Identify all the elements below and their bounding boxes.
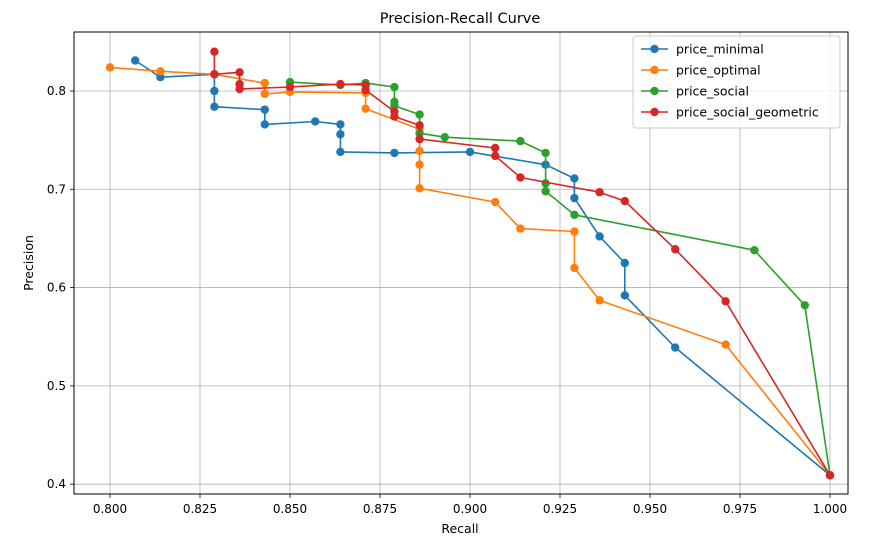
- data-point: [415, 160, 424, 169]
- y-tick-label: 0.6: [47, 281, 66, 295]
- x-tick-label: 0.800: [93, 502, 127, 516]
- data-point: [516, 224, 525, 233]
- data-point: [210, 86, 219, 96]
- data-point: [825, 471, 835, 480]
- y-axis-label: Precision: [21, 235, 36, 291]
- x-tick-label: 0.875: [363, 502, 397, 516]
- data-point: [465, 147, 475, 157]
- data-point: [671, 245, 680, 254]
- data-point: [595, 296, 604, 305]
- data-point: [415, 110, 424, 119]
- data-point: [570, 193, 579, 203]
- data-point: [311, 117, 320, 126]
- ticks: 0.800 0.825 0.850 0.875 0.900 0.925 0.950 0.975…: [47, 84, 847, 516]
- data-point: [336, 79, 345, 89]
- data-point: [156, 73, 165, 82]
- data-point: [541, 187, 550, 196]
- legend-entry: price_social_geometric: [641, 105, 819, 120]
- data-point: [516, 136, 525, 146]
- data-point: [390, 101, 399, 110]
- data-point: [210, 70, 219, 79]
- data-point: [570, 210, 579, 220]
- data-point: [541, 148, 550, 158]
- data-point: [260, 89, 269, 99]
- legend-entry: price_minimal: [641, 42, 764, 57]
- data-point: [361, 104, 370, 113]
- x-tick-label: 0.925: [543, 502, 577, 516]
- data-point: [415, 146, 424, 156]
- data-point: [721, 297, 730, 306]
- legend-entry: price_optimal: [641, 63, 761, 78]
- legend-marker: [650, 86, 659, 96]
- series-price-social: [285, 77, 835, 480]
- data-point: [285, 82, 295, 92]
- data-point: [750, 246, 759, 255]
- data-point: [491, 197, 500, 207]
- data-point: [620, 291, 629, 300]
- data-point: [390, 112, 399, 121]
- data-point: [595, 188, 604, 197]
- x-tick-label: 1.000: [813, 502, 847, 516]
- legend-marker: [650, 44, 659, 54]
- data-point: [570, 227, 579, 236]
- data-point: [491, 151, 500, 161]
- legend-label: price_social_geometric: [676, 105, 819, 120]
- legend-marker: [650, 65, 659, 75]
- chart-title: Precision-Recall Curve: [380, 11, 541, 27]
- x-tick-label: 0.850: [273, 502, 307, 516]
- legend-label: price_social: [676, 84, 749, 99]
- legend-label: price_minimal: [676, 42, 764, 57]
- x-tick-label: 0.900: [453, 502, 487, 516]
- legend: price_minimal price_optimal price_socialpr…: [632, 35, 841, 129]
- data-point: [671, 343, 680, 352]
- data-point: [260, 105, 269, 114]
- data-point: [415, 184, 424, 193]
- y-tick-label: 0.8: [47, 84, 66, 98]
- plot-frame: [73, 31, 849, 495]
- data-point: [156, 67, 165, 76]
- series-price-minimal: [131, 56, 835, 480]
- data-point: [620, 258, 629, 268]
- data-point: [570, 263, 579, 273]
- data-point: [390, 82, 399, 92]
- data-point: [260, 120, 269, 129]
- data-point: [390, 148, 399, 158]
- data-point: [440, 132, 449, 142]
- legend-entry: price_social: [641, 84, 749, 99]
- y-tick-label: 0.7: [47, 182, 66, 196]
- x-axis-label: Recall: [441, 521, 478, 536]
- data-point: [336, 120, 345, 129]
- legend-marker: [650, 107, 659, 117]
- data-point: [415, 134, 424, 144]
- x-tick-label: 0.825: [183, 502, 217, 516]
- data-point: [235, 84, 244, 94]
- data-point: [620, 196, 629, 206]
- x-tick-label: 0.950: [633, 502, 667, 516]
- legend-label: price_optimal: [676, 63, 761, 78]
- data-point: [361, 85, 370, 95]
- data-point: [235, 68, 244, 77]
- data-point: [336, 147, 345, 157]
- data-point: [336, 130, 345, 139]
- series-layer: [105, 47, 835, 480]
- legend-box: [632, 35, 841, 129]
- series-price-social-geometric: [210, 47, 835, 480]
- data-point: [570, 174, 579, 183]
- data-point: [491, 143, 500, 153]
- x-tick-label: 0.975: [723, 502, 757, 516]
- data-point: [260, 78, 269, 88]
- y-tick-label: 0.5: [47, 379, 66, 393]
- data-point: [516, 173, 525, 182]
- data-point: [210, 102, 219, 111]
- data-point: [800, 301, 809, 310]
- data-point: [105, 63, 115, 72]
- data-point: [131, 56, 140, 65]
- y-tick-label: 0.4: [47, 477, 66, 491]
- data-point: [721, 340, 730, 349]
- data-point: [415, 121, 424, 130]
- data-point: [595, 232, 604, 241]
- data-point: [210, 47, 219, 56]
